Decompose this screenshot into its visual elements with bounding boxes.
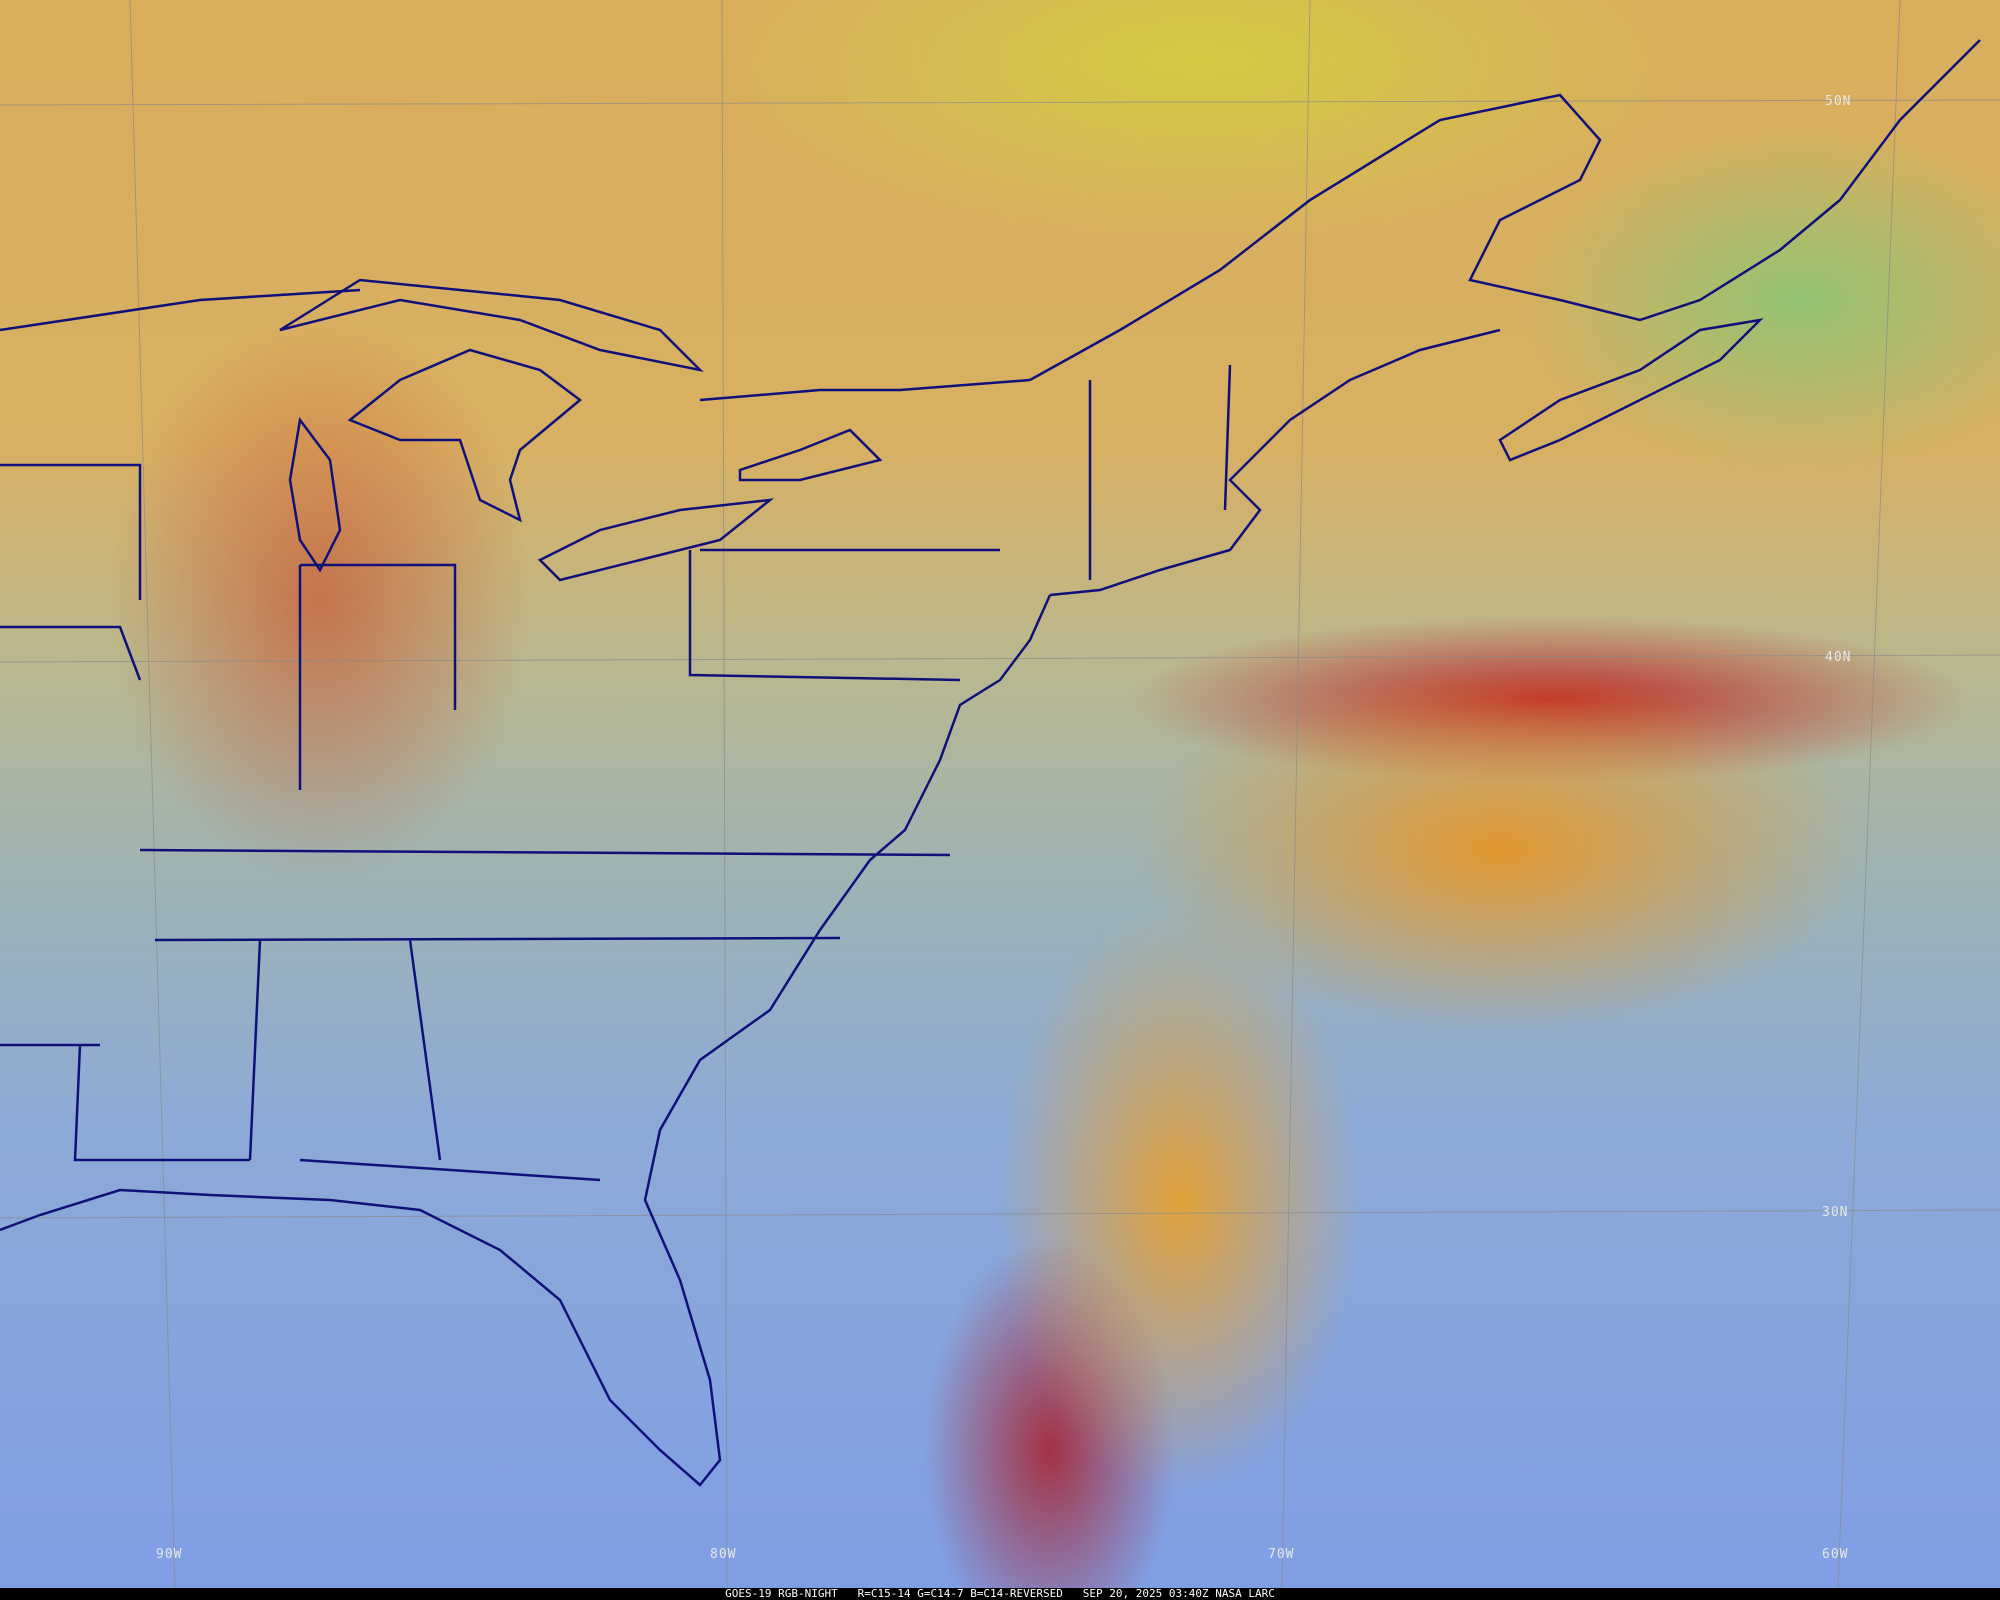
lon-label-70w: 70W [1268,1547,1295,1562]
lat-label-50n: 50N [1825,94,1852,109]
lon-line-90w [129,0,176,1589]
lon-line-60w [1837,0,1901,1589]
lon-label-60w: 60W [1822,1547,1849,1562]
great-lakes [279,278,883,582]
lon-label-80w: 80W [710,1547,737,1562]
boundaries [0,39,1981,1487]
lat-label-30n: 30N [1822,1205,1849,1220]
lat-label-40n: 40N [1825,650,1852,665]
new-england-coast [1049,328,1501,597]
canada-coastline [1029,39,1981,382]
state-lines [0,364,1232,1182]
lon-line-70w [1281,0,1311,1589]
atlantic-coastline [0,594,1052,1487]
lon-label-90w: 90W [156,1547,183,1562]
nova-scotia [1498,318,1764,462]
us-canada-border [0,288,1031,402]
lat-line-50n [0,99,2000,106]
lat-line-40n [0,654,2000,663]
lon-line-80w [721,0,728,1589]
lat-line-30n [0,1209,2000,1219]
image-caption: GOES-19 RGB-NIGHT R=C15-14 G=C14-7 B=C14… [0,1588,2000,1600]
